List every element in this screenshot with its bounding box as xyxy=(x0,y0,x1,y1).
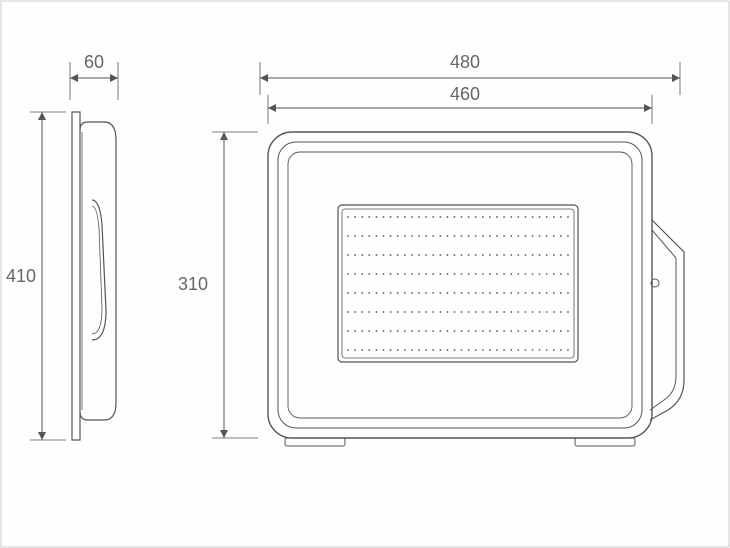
dim-body-width-label: 460 xyxy=(450,84,480,104)
side-view: 60 410 xyxy=(6,52,118,440)
body-outer xyxy=(268,132,652,438)
dim-full-width-label: 480 xyxy=(450,52,480,72)
dim-full-height-label: 410 xyxy=(6,266,36,286)
dim-body-height: 310 xyxy=(178,132,258,438)
led-panel xyxy=(338,205,578,362)
dim-depth: 60 xyxy=(70,52,118,100)
front-view: 480 460 310 xyxy=(178,52,684,446)
dim-full-height: 410 xyxy=(6,112,66,440)
mounting-bracket xyxy=(650,220,684,420)
dim-body-width: 460 xyxy=(268,84,652,124)
dim-depth-label: 60 xyxy=(84,52,104,72)
dimension-drawing: 60 410 480 xyxy=(0,0,730,548)
led-grid xyxy=(347,216,569,351)
dim-body-height-label: 310 xyxy=(178,274,208,294)
